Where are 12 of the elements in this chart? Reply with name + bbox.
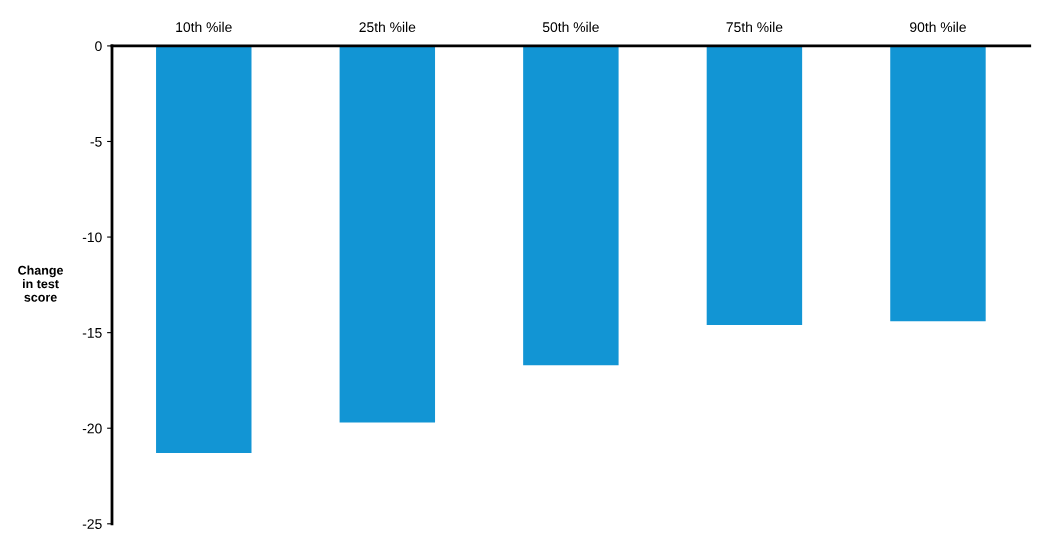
y-tick-label: -5 bbox=[90, 136, 102, 147]
y-tick-label: -25 bbox=[82, 519, 102, 529]
y-tick-label: -20 bbox=[82, 423, 102, 434]
y-axis-title: Change in test score bbox=[18, 265, 64, 302]
x-tick-label: 10th %ile bbox=[176, 21, 232, 33]
y-tick-label: -15 bbox=[82, 328, 102, 338]
y-tick-label: 0 bbox=[95, 41, 102, 52]
x-tick-label: 50th %ile bbox=[542, 21, 599, 33]
x-tick-label: 75th %ile bbox=[726, 21, 783, 33]
x-tick-label: 25th %ile bbox=[359, 21, 416, 33]
x-tick-label: 90th %ile bbox=[910, 21, 966, 33]
y-tick-label: -10 bbox=[82, 232, 102, 243]
